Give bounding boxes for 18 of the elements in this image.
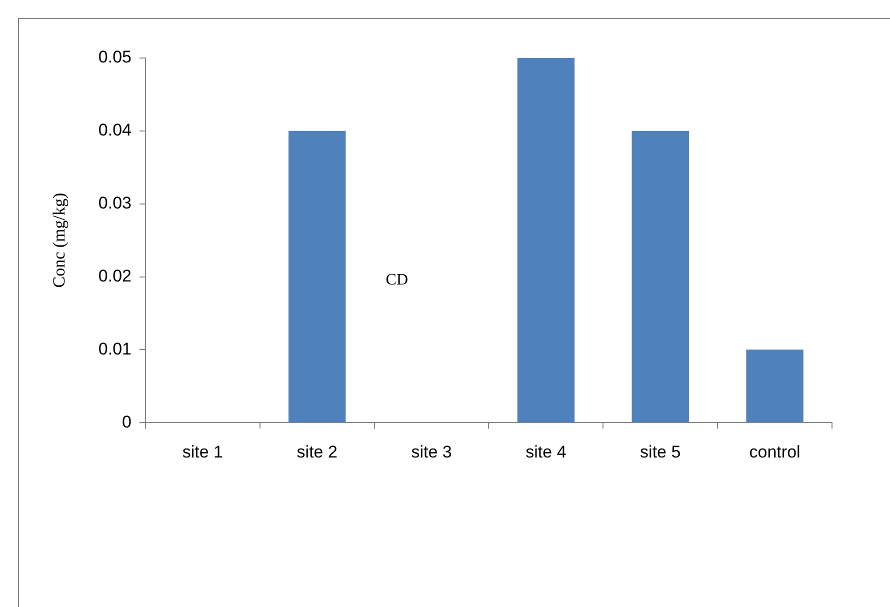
y-tick-label: 0.03 <box>98 194 132 213</box>
bar <box>746 350 804 422</box>
x-tick-label: site 1 <box>182 442 224 462</box>
x-tick-label: site 4 <box>526 442 566 462</box>
y-tick-label: 0.04 <box>98 120 132 140</box>
x-tick-label: control <box>749 442 800 462</box>
bar <box>288 130 346 422</box>
y-tick-label: 0.01 <box>98 339 132 358</box>
y-tick-label: 0.02 <box>98 266 132 286</box>
x-tick-label: site 3 <box>411 442 452 462</box>
y-tick-label: 0.05 <box>98 48 132 67</box>
bar <box>517 58 575 422</box>
annotation: CD <box>386 272 408 289</box>
bar <box>632 130 689 422</box>
x-tick-label: site 5 <box>640 442 681 462</box>
y-axis-title: Conc (mg/kg) <box>50 192 69 288</box>
y-tick-label: 0 <box>122 412 132 432</box>
x-tick-label: site 2 <box>296 442 338 462</box>
